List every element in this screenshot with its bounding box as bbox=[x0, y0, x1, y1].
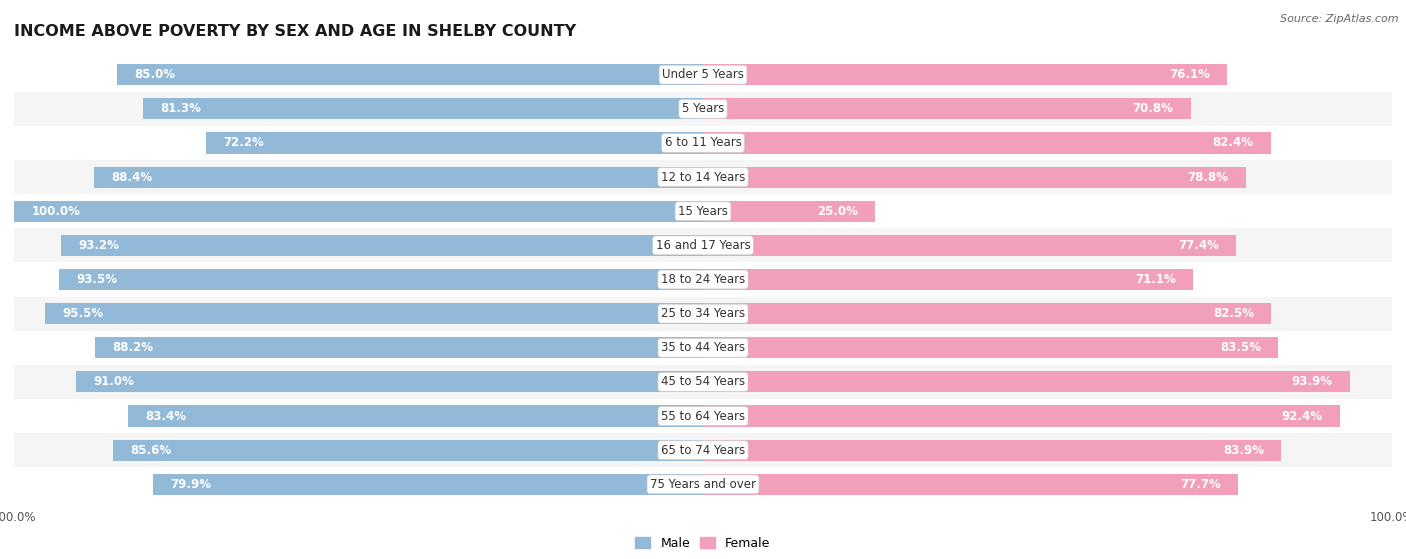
Bar bbox=[45, 303, 703, 324]
Text: 45 to 54 Years: 45 to 54 Years bbox=[661, 376, 745, 389]
Text: 83.4%: 83.4% bbox=[146, 410, 187, 423]
Text: 55 to 64 Years: 55 to 64 Years bbox=[661, 410, 745, 423]
Bar bbox=[14, 201, 703, 222]
Bar bbox=[703, 439, 1281, 461]
Text: 88.4%: 88.4% bbox=[111, 170, 152, 183]
Text: 70.8%: 70.8% bbox=[1133, 102, 1174, 115]
FancyBboxPatch shape bbox=[14, 297, 1392, 331]
Bar bbox=[703, 303, 1271, 324]
Text: 25.0%: 25.0% bbox=[817, 205, 858, 217]
Text: 100.0%: 100.0% bbox=[31, 205, 80, 217]
Text: 93.9%: 93.9% bbox=[1292, 376, 1333, 389]
Text: 65 to 74 Years: 65 to 74 Years bbox=[661, 444, 745, 457]
Bar bbox=[128, 405, 703, 427]
Bar bbox=[143, 98, 703, 120]
Bar bbox=[94, 167, 703, 188]
FancyBboxPatch shape bbox=[14, 433, 1392, 467]
FancyBboxPatch shape bbox=[14, 399, 1392, 433]
Text: 72.2%: 72.2% bbox=[222, 136, 263, 149]
Text: 83.5%: 83.5% bbox=[1220, 342, 1261, 354]
FancyBboxPatch shape bbox=[14, 365, 1392, 399]
Text: 92.4%: 92.4% bbox=[1281, 410, 1323, 423]
Bar bbox=[205, 132, 703, 154]
Bar bbox=[703, 473, 1239, 495]
Bar bbox=[703, 235, 1236, 256]
Text: 91.0%: 91.0% bbox=[93, 376, 134, 389]
Text: 81.3%: 81.3% bbox=[160, 102, 201, 115]
Text: 85.0%: 85.0% bbox=[135, 68, 176, 81]
Text: 85.6%: 85.6% bbox=[131, 444, 172, 457]
Text: 25 to 34 Years: 25 to 34 Years bbox=[661, 307, 745, 320]
Text: Source: ZipAtlas.com: Source: ZipAtlas.com bbox=[1281, 14, 1399, 24]
FancyBboxPatch shape bbox=[14, 467, 1392, 501]
Bar bbox=[703, 337, 1278, 358]
Bar bbox=[96, 337, 703, 358]
FancyBboxPatch shape bbox=[14, 194, 1392, 228]
Text: 6 to 11 Years: 6 to 11 Years bbox=[665, 136, 741, 149]
Text: 79.9%: 79.9% bbox=[170, 478, 211, 491]
Text: 93.5%: 93.5% bbox=[76, 273, 117, 286]
Bar bbox=[76, 371, 703, 392]
FancyBboxPatch shape bbox=[14, 126, 1392, 160]
Bar bbox=[152, 473, 703, 495]
Bar bbox=[703, 269, 1192, 290]
Bar bbox=[703, 64, 1227, 86]
Text: 77.4%: 77.4% bbox=[1178, 239, 1219, 252]
Bar bbox=[703, 405, 1340, 427]
Text: 12 to 14 Years: 12 to 14 Years bbox=[661, 170, 745, 183]
Bar bbox=[703, 371, 1350, 392]
Bar bbox=[59, 269, 703, 290]
FancyBboxPatch shape bbox=[14, 160, 1392, 194]
Text: 76.1%: 76.1% bbox=[1170, 68, 1211, 81]
Text: 5 Years: 5 Years bbox=[682, 102, 724, 115]
FancyBboxPatch shape bbox=[14, 92, 1392, 126]
Text: 77.7%: 77.7% bbox=[1180, 478, 1220, 491]
Bar bbox=[703, 98, 1191, 120]
Text: 95.5%: 95.5% bbox=[62, 307, 104, 320]
FancyBboxPatch shape bbox=[14, 262, 1392, 297]
Text: 35 to 44 Years: 35 to 44 Years bbox=[661, 342, 745, 354]
FancyBboxPatch shape bbox=[14, 228, 1392, 262]
FancyBboxPatch shape bbox=[14, 58, 1392, 92]
Legend: Male, Female: Male, Female bbox=[630, 532, 776, 555]
Text: Under 5 Years: Under 5 Years bbox=[662, 68, 744, 81]
FancyBboxPatch shape bbox=[14, 331, 1392, 365]
Text: 78.8%: 78.8% bbox=[1188, 170, 1229, 183]
Text: 82.5%: 82.5% bbox=[1213, 307, 1254, 320]
Bar bbox=[114, 439, 703, 461]
Text: 82.4%: 82.4% bbox=[1212, 136, 1254, 149]
Text: 16 and 17 Years: 16 and 17 Years bbox=[655, 239, 751, 252]
Text: 18 to 24 Years: 18 to 24 Years bbox=[661, 273, 745, 286]
Text: 75 Years and over: 75 Years and over bbox=[650, 478, 756, 491]
Text: 71.1%: 71.1% bbox=[1135, 273, 1175, 286]
Bar bbox=[60, 235, 703, 256]
Text: 15 Years: 15 Years bbox=[678, 205, 728, 217]
Text: INCOME ABOVE POVERTY BY SEX AND AGE IN SHELBY COUNTY: INCOME ABOVE POVERTY BY SEX AND AGE IN S… bbox=[14, 25, 576, 40]
Text: 88.2%: 88.2% bbox=[112, 342, 153, 354]
Bar bbox=[117, 64, 703, 86]
Bar bbox=[703, 201, 875, 222]
Text: 83.9%: 83.9% bbox=[1223, 444, 1264, 457]
Bar bbox=[703, 132, 1271, 154]
Text: 93.2%: 93.2% bbox=[79, 239, 120, 252]
Bar bbox=[703, 167, 1246, 188]
